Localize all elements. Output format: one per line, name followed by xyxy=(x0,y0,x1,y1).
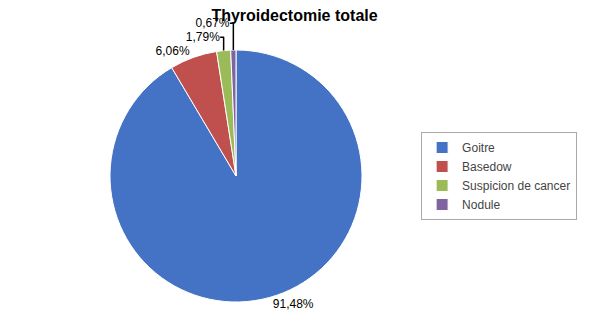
svg-text:Nodule: Nodule xyxy=(462,198,500,212)
svg-text:91,48%: 91,48% xyxy=(273,297,314,311)
svg-text:Suspicion de cancer: Suspicion de cancer xyxy=(462,179,570,193)
svg-text:6,06%: 6,06% xyxy=(156,44,190,58)
svg-text:Goitre: Goitre xyxy=(462,141,495,155)
svg-text:Basedow: Basedow xyxy=(462,160,512,174)
svg-text:Thyroidectomie totale: Thyroidectomie totale xyxy=(211,7,377,24)
svg-text:0,67%: 0,67% xyxy=(195,16,229,30)
svg-text:1,79%: 1,79% xyxy=(186,30,220,44)
